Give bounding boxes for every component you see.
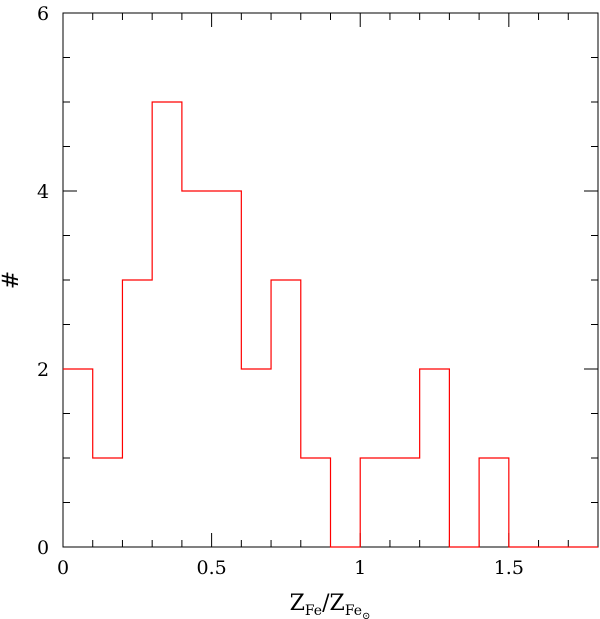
x-label-separator: / [322,591,330,616]
axis-tick-labels: 0 0.5 1 1.5 0 2 4 6 [37,3,524,579]
x-label-main: Z [290,591,305,616]
x-label-subsub2: ⊙ [362,611,370,619]
y-axis-label: # [0,271,24,289]
x-tick-label: 0.5 [197,557,227,579]
x-label-sub2: Fe [345,603,362,619]
x-label-sub: Fe [305,603,322,619]
y-tick-label: 6 [37,3,49,25]
x-tick-label: 0 [57,557,69,579]
y-tick-label: 4 [37,181,49,203]
x-axis-label: ZFe/ZFe⊙ [290,591,371,619]
x-label-main2: Z [330,591,345,616]
histogram-series [63,101,598,548]
y-tick-label: 2 [37,359,49,381]
x-tick-label: 1.5 [494,557,524,579]
x-tick-label: 1 [354,557,366,579]
y-tick-label: 0 [37,537,49,559]
